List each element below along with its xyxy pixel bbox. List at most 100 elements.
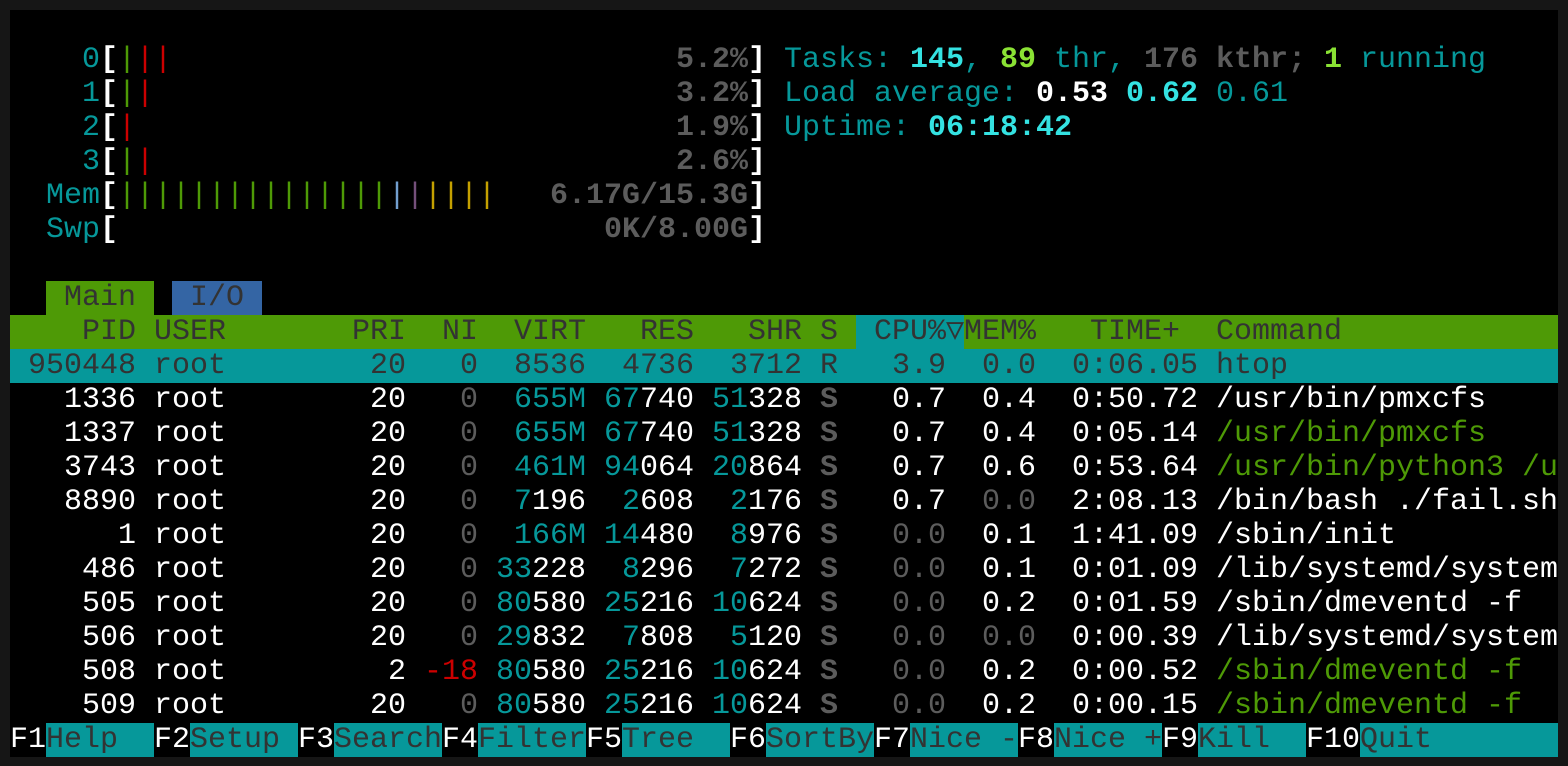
cell-res: 8296 [604, 553, 694, 587]
process-row[interactable]: 1 root 20 0 166M 14480 8976 S 0.0 0.1 1:41.09/sbin… [10, 519, 1558, 553]
function-button-kill[interactable]: Kill [1198, 723, 1306, 757]
meter-bar-segment: | [460, 179, 478, 213]
cell-res: 94064 [604, 451, 694, 485]
column-header-s[interactable]: S [820, 315, 838, 349]
function-button-filter[interactable]: Filter [478, 723, 586, 757]
value-high-part: 80 [496, 689, 533, 723]
cell-cpu: 3.9 [891, 349, 946, 383]
function-button-search[interactable]: Search [334, 723, 442, 757]
column-header-virt[interactable]: VIRT [513, 315, 586, 349]
meter-bar-segment: | [262, 179, 280, 213]
value-high-part: 14 [604, 519, 641, 553]
cell-shr: 5120 [712, 621, 802, 655]
cell-command: /lib/systemd/system [1216, 553, 1558, 587]
column-header-mem[interactable]: MEM% [964, 315, 1036, 349]
value-high-part: 80 [496, 587, 533, 621]
function-key-f3: F3 [298, 723, 334, 757]
summary-text: 0.53 [1036, 77, 1126, 111]
summary-text: 89 [1000, 43, 1036, 77]
value-high-part: 51 [712, 417, 749, 451]
meter-value: 3.2% [675, 77, 748, 111]
function-key-f8: F8 [1018, 723, 1054, 757]
cell-state: S [820, 383, 838, 417]
meter-bar-segment: | [334, 179, 352, 213]
meter-bar-segment: | [118, 43, 136, 77]
meter-bracket-open: [ [100, 43, 118, 77]
value-low-part: 624 [748, 689, 802, 723]
value-low-part: 272 [747, 553, 802, 587]
column-header-ni[interactable]: NI [441, 315, 478, 349]
cell-state: S [820, 587, 838, 621]
value-high-part: 7 [729, 553, 748, 587]
cell-res: 67740 [604, 417, 694, 451]
cell-state: S [820, 655, 838, 689]
process-row[interactable]: 1337 root 20 0 655M 67740 51328 S 0.7 0.4 0:05.14 /… [10, 417, 1558, 451]
meter-label: 2 [82, 111, 100, 145]
value-low-part: 216 [640, 689, 694, 723]
summary-text: 145 [910, 43, 964, 77]
meter-bar-segment: | [172, 179, 190, 213]
meter-bar-segment: | [424, 179, 442, 213]
process-row[interactable]: 950448 root 20 0 8536 4736 3712 R 3.9 0.0 0:06.05 h… [10, 349, 1558, 383]
summary-text: Load average: [784, 77, 1036, 111]
cell-cpu: 0.0 [891, 655, 946, 689]
function-button-help[interactable]: Help [46, 723, 154, 757]
process-row[interactable]: 1336 root 20 0 655M 67740 51328 S 0.7 0.4 0:50.72 /… [10, 383, 1558, 417]
cell-res: 2608 [604, 485, 694, 519]
column-header-pid[interactable]: PID [81, 315, 136, 349]
cell-pri: 20 [369, 383, 406, 417]
process-row[interactable]: 508 root 2 -18 80580 25216 10624 S 0.0 0.2 0:00.52… [10, 655, 1558, 689]
function-key-f4: F4 [442, 723, 478, 757]
column-header-time[interactable]: TIME+ [1089, 315, 1180, 349]
value-high-part: 2 [621, 485, 640, 519]
tab-io[interactable]: I/O [172, 281, 262, 315]
process-row[interactable]: 3743 root 20 0 461M 94064 20864 S 0.7 0.6 0:53.64/… [10, 451, 1558, 485]
function-button-quit[interactable]: Quit [1360, 723, 1558, 757]
process-row[interactable]: 8890 root 20 0 7196 2608 2176 S 0.7 0.0 2:08.13/bi… [10, 485, 1558, 519]
meter-bar-segment: | [154, 179, 172, 213]
function-button-setup[interactable]: Setup [190, 723, 298, 757]
meter-bar-segment: | [136, 77, 154, 111]
column-header-pri[interactable]: PRI [351, 315, 406, 349]
column-header-res[interactable]: RES [639, 315, 694, 349]
process-row[interactable]: 505 root 20 0 80580 25216 10624 S 0.0 0.2 0:01.59 /… [10, 587, 1558, 621]
cell-command: /usr/bin/pmxcfs [1216, 417, 1487, 451]
cell-ni: 0 [459, 485, 478, 519]
cell-mem: 0.4 [981, 383, 1036, 417]
cell-command: /lib/systemd/system [1216, 621, 1558, 655]
process-row[interactable]: 486 root 20 0 33228 8296 7272 S 0.0 0.1 0:01.09/li… [10, 553, 1558, 587]
meter-bar-segment: | [316, 179, 334, 213]
cell-shr: 3712 [729, 349, 802, 383]
cell-cpu: 0.0 [891, 689, 946, 723]
column-header-command[interactable]: Command [1216, 315, 1343, 349]
value-low-part: 580 [532, 655, 586, 689]
column-header-shr[interactable]: SHR [747, 315, 802, 349]
value-high-part: 25 [604, 689, 641, 723]
meter-bar-segment: | [118, 179, 136, 213]
cell-time: 0:00.52 [1071, 655, 1198, 689]
column-header-cpu[interactable]: CPU% [873, 315, 946, 349]
cell-pri: 20 [369, 587, 406, 621]
meter-value: 1.9% [675, 111, 748, 145]
meter-bracket-open: [ [100, 213, 118, 247]
column-header-user[interactable]: USER [154, 315, 227, 349]
value-low-part: 176 [747, 485, 802, 519]
value-low-part: 976 [747, 519, 802, 553]
cell-pid: 1336 [63, 383, 136, 417]
process-row[interactable]: 506 root 20 0 29832 7808 5120 S 0.0 0.0 0:00.39/li… [10, 621, 1558, 655]
process-row[interactable]: 509 root 20 0 80580 25216 10624 S 0.0 0.2 0:00.15 /… [10, 689, 1558, 723]
value-low-part: 196 [531, 485, 586, 519]
cell-mem: 0.2 [981, 689, 1036, 723]
function-button-tree[interactable]: Tree [622, 723, 730, 757]
cell-pid: 508 [81, 655, 136, 689]
meter-bracket-close: ] [748, 145, 766, 179]
tab-main[interactable]: Main [46, 281, 154, 315]
value-high-part: 67 [604, 383, 641, 417]
sort-descending-icon: ▽ [946, 315, 964, 349]
meter-bar-segment: | [280, 179, 298, 213]
function-button-nice[interactable]: Nice + [1054, 723, 1162, 757]
function-button-nice[interactable]: Nice - [910, 723, 1018, 757]
summary-text: , [964, 43, 1000, 77]
function-button-sortby[interactable]: SortBy [766, 723, 874, 757]
value-low-part: 580 [532, 689, 586, 723]
